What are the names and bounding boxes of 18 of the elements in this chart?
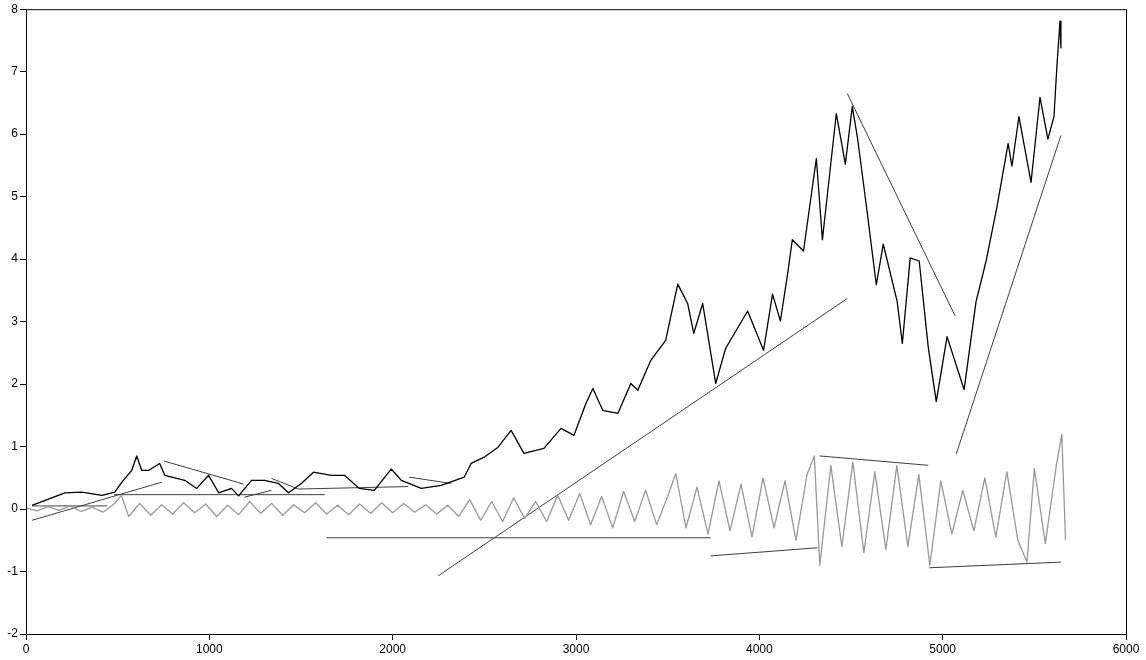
y-tick-label: 7	[11, 63, 19, 78]
y-tick-label: 2	[11, 376, 19, 391]
x-tick-label: 3000	[562, 641, 590, 656]
y-tick-label: 1	[11, 438, 19, 453]
y-tick-label: 0	[11, 501, 19, 516]
y-tick-label: 3	[11, 313, 19, 328]
x-tick-label: 5000	[929, 641, 957, 656]
x-tick-label: 1000	[195, 641, 223, 656]
x-tick-label: 2000	[379, 641, 407, 656]
x-tick-label: 0	[22, 641, 30, 656]
y-tick-label: 5	[11, 188, 19, 203]
y-tick-label: 8	[11, 1, 19, 16]
y-tick-label: -2	[7, 626, 19, 641]
x-tick-label: 4000	[745, 641, 773, 656]
y-tick-label: 6	[11, 126, 19, 141]
x-tick-label: 6000	[1112, 641, 1140, 656]
y-tick-label: -1	[7, 563, 19, 578]
y-tick-label: 4	[11, 251, 19, 266]
